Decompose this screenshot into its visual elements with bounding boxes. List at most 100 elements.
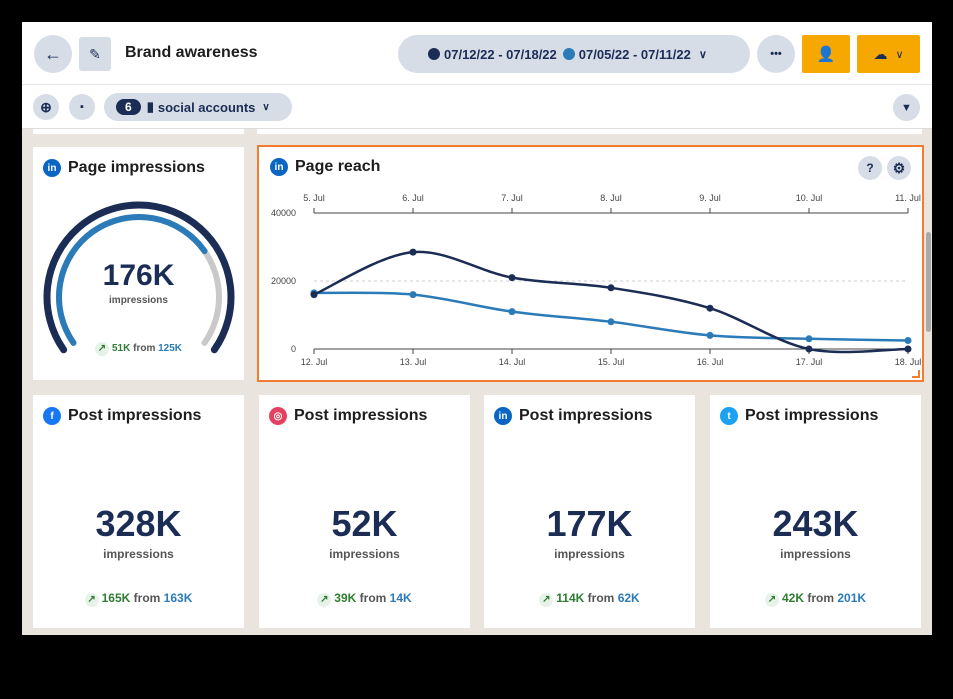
current-period-label: 07/12/22 - 07/18/22 xyxy=(444,46,557,62)
linkedin-icon: in xyxy=(270,158,288,176)
question-icon: ? xyxy=(866,161,874,175)
trend-up-icon: ↗ xyxy=(317,593,332,607)
comment-icon: ▪ xyxy=(80,101,84,113)
add-user-icon: 👤 xyxy=(816,46,836,63)
instagram-icon: ◎ xyxy=(269,407,287,425)
data-point xyxy=(904,345,912,353)
page-impressions-card[interactable]: in Page impressions 176K impressions ↗ 51K… xyxy=(33,147,244,380)
linkedin-icon: in xyxy=(494,407,512,425)
settings-button[interactable]: ⚙ xyxy=(887,156,911,180)
top-x-tick-label: 9. Jul xyxy=(699,193,721,203)
data-point xyxy=(805,345,813,353)
metric-unit: impressions xyxy=(780,547,851,561)
trend-up-icon: ↗ xyxy=(94,342,109,356)
metric-change: ↗ 42K from 201K xyxy=(710,591,921,607)
card-fragment xyxy=(257,129,922,134)
metric-value: 328K xyxy=(95,503,182,544)
x-tick-label: 16. Jul xyxy=(697,357,724,367)
series-line-1 xyxy=(313,291,909,342)
gauge xyxy=(43,201,235,354)
metric-change: ↗ 51K from 125K xyxy=(33,342,244,356)
filter-icon: ▼ xyxy=(901,101,912,114)
accounts-label: social accounts xyxy=(157,99,256,115)
metric-unit: impressions xyxy=(103,547,174,561)
series-line-0 xyxy=(313,250,909,354)
top-x-tick-label: 5. Jul xyxy=(303,193,325,203)
card-fragment xyxy=(33,129,244,134)
y-tick-label: 20000 xyxy=(271,276,296,286)
top-x-tick-label: 10. Jul xyxy=(796,193,823,203)
card-title: Post impressions xyxy=(745,407,879,424)
card-title: Post impressions xyxy=(519,407,653,424)
metric-unit: impressions xyxy=(554,547,625,561)
post-impressions-card-facebook[interactable]: f Post impressions 328K impressions ↗ 165K… xyxy=(33,395,244,628)
post-impressions-card-twitter[interactable]: t Post impressions 243K impressions ↗ 42K … xyxy=(710,395,921,628)
trend-up-icon: ↗ xyxy=(764,593,779,607)
metric-change: ↗ 39K from 14K xyxy=(259,591,470,607)
top-x-tick-label: 6. Jul xyxy=(402,193,424,203)
resize-handle[interactable] xyxy=(912,370,920,378)
current-period-dot xyxy=(428,48,440,60)
app-window: ← ✎ Brand awareness 07/12/22 - 07/18/22 … xyxy=(22,22,932,635)
gauge-outer-arc xyxy=(43,201,235,354)
back-button[interactable]: ← xyxy=(34,35,72,73)
trend-up-icon: ↗ xyxy=(84,593,99,607)
y-tick-label: 40000 xyxy=(271,208,296,218)
y-tick-label: 0 xyxy=(291,344,296,354)
share-button[interactable]: 👤 xyxy=(802,35,850,73)
post-impressions-card-linkedin[interactable]: in Post impressions 177K impressions ↗ 114… xyxy=(484,395,695,628)
more-button[interactable]: ••• xyxy=(757,35,795,73)
page-title: Brand awareness xyxy=(125,44,258,61)
cloud-download-icon: ☁ xyxy=(873,45,888,62)
help-button[interactable]: ? xyxy=(858,156,882,180)
card-title: Page impressions xyxy=(68,159,205,176)
top-x-tick-label: 7. Jul xyxy=(501,193,523,203)
toolbar: ⊕ ▪ 6 ▮ social accounts ∨ ▼ xyxy=(22,85,932,129)
data-point xyxy=(904,337,912,344)
twitter-icon: t xyxy=(720,407,738,425)
top-x-tick-label: 8. Jul xyxy=(600,193,622,203)
metric-unit: impressions xyxy=(109,295,168,306)
gear-icon: ⚙ xyxy=(892,159,906,176)
data-point xyxy=(310,291,318,299)
metric-value: 52K xyxy=(331,503,398,544)
page-reach-card[interactable]: in Page reach ? ⚙ 12. Jul 5. Jul 13. Jul 6. … xyxy=(257,145,924,382)
data-point xyxy=(409,291,417,299)
plus-circle-icon: ⊕ xyxy=(40,98,52,115)
metric-value: 243K xyxy=(772,503,859,544)
social-accounts-selector[interactable]: 6 ▮ social accounts ∨ xyxy=(104,93,292,121)
post-impressions-card-instagram[interactable]: ◎ Post impressions 52K impressions ↗ 39K f… xyxy=(259,395,470,628)
facebook-icon: f xyxy=(43,407,61,425)
scrollbar[interactable] xyxy=(926,232,931,332)
x-tick-label: 12. Jul xyxy=(301,357,328,367)
metric-value: 176K xyxy=(102,259,175,292)
x-tick-label: 15. Jul xyxy=(598,357,625,367)
card-title: Post impressions xyxy=(294,407,428,424)
export-button[interactable]: ☁ ∨ xyxy=(857,35,920,73)
card-title: Post impressions xyxy=(68,407,202,424)
x-tick-label: 18. Jul xyxy=(895,357,922,367)
date-range-selector[interactable]: 07/12/22 - 07/18/22 07/05/22 - 07/11/22 … xyxy=(398,35,750,73)
trend-up-icon: ↗ xyxy=(539,593,554,607)
data-point xyxy=(409,248,417,256)
x-tick-label: 14. Jul xyxy=(499,357,526,367)
chevron-down-icon: ∨ xyxy=(698,48,707,61)
previous-period-dot xyxy=(562,48,575,60)
data-point xyxy=(607,318,615,326)
x-tick-label: 17. Jul xyxy=(796,357,823,367)
metric-value: 177K xyxy=(546,503,633,544)
previous-period-label: 07/05/22 - 07/11/22 xyxy=(578,46,691,62)
edit-button[interactable]: ✎ xyxy=(79,37,111,71)
data-point xyxy=(508,308,516,316)
data-point xyxy=(706,304,714,312)
data-point xyxy=(706,331,714,339)
metric-unit: impressions xyxy=(329,547,400,561)
add-button[interactable]: ⊕ xyxy=(33,94,59,120)
data-point xyxy=(805,335,813,343)
filter-button[interactable]: ▼ xyxy=(893,94,920,121)
bar-chart-icon: ▮ xyxy=(146,99,154,114)
metric-change: ↗ 165K from 163K xyxy=(33,591,244,607)
card-title: Page reach xyxy=(295,158,381,175)
metric-change: ↗ 114K from 62K xyxy=(484,591,695,607)
comment-button[interactable]: ▪ xyxy=(69,94,95,120)
